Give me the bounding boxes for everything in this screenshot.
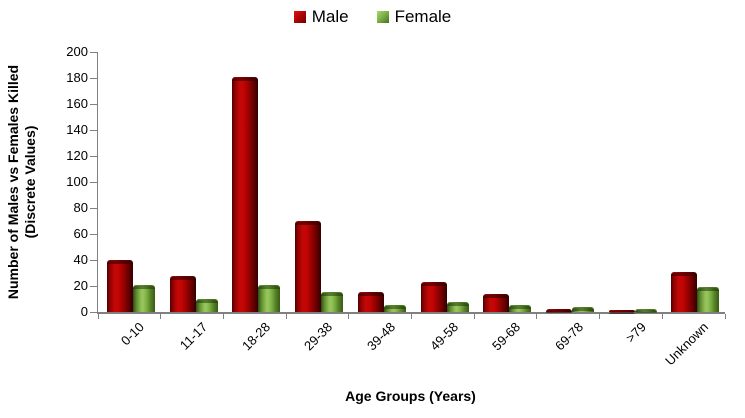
bar-top-cap xyxy=(195,299,218,303)
x-category-label: 18-28 xyxy=(238,319,273,354)
bar-female-11-17 xyxy=(195,299,218,312)
y-tick-mark xyxy=(90,129,98,131)
y-tick-mark xyxy=(90,181,98,183)
x-category-label: 39-48 xyxy=(363,319,399,354)
bar-top-cap xyxy=(545,309,572,313)
y-axis-title-line1: Number of Males vs Females Killed xyxy=(5,64,21,300)
legend-item-male: Male xyxy=(293,7,349,26)
bar-top-cap xyxy=(420,282,447,286)
bar-female-49-58 xyxy=(446,302,469,312)
y-axis-title: Number of Males vs Females Killed (Discr… xyxy=(5,65,39,299)
y-tick-mark xyxy=(90,103,98,105)
y-tick-label: 0 xyxy=(80,304,88,319)
bar-female-39-48 xyxy=(383,305,406,312)
x-tick-mark xyxy=(411,314,412,319)
bar-top-cap xyxy=(295,221,322,225)
bar-male-29-38 xyxy=(295,221,322,312)
bar-female-18-28 xyxy=(258,285,281,312)
bar-top-cap xyxy=(133,285,155,289)
chart-legend: Male Female xyxy=(0,8,745,26)
bar-top-cap xyxy=(483,294,510,298)
bar-top-cap xyxy=(608,310,635,314)
x-tick-mark xyxy=(160,314,162,319)
y-tick-label: 160 xyxy=(66,96,88,111)
bar-top-cap xyxy=(446,302,469,306)
bar-top-cap xyxy=(697,287,720,291)
bar-top-cap xyxy=(671,272,698,276)
x-axis-title: Age Groups (Years) xyxy=(345,388,476,404)
x-tick-mark xyxy=(661,314,663,319)
legend-label-female: Female xyxy=(394,7,452,26)
y-tick-mark xyxy=(90,77,98,79)
bar-male-49-58 xyxy=(420,282,447,312)
y-tick-mark xyxy=(90,285,98,287)
x-category-label: 49-58 xyxy=(426,319,461,354)
bar-top-cap xyxy=(383,305,406,309)
bar-male--79 xyxy=(608,310,635,314)
x-category-label: Unknown xyxy=(662,319,712,369)
y-tick-mark xyxy=(90,51,98,53)
x-category-label: 69-78 xyxy=(552,319,587,354)
bar-female-69-78 xyxy=(571,307,594,312)
bar-male-39-48 xyxy=(357,292,384,312)
x-category-label: 29-38 xyxy=(301,319,336,354)
x-tick-mark xyxy=(285,314,287,319)
bar-top-cap xyxy=(634,309,657,313)
x-category-label: >79 xyxy=(622,319,649,346)
y-tick-mark xyxy=(90,233,98,235)
y-tick-mark xyxy=(90,259,98,261)
y-tick-label: 40 xyxy=(73,252,88,267)
bar-male-18-28 xyxy=(232,77,259,312)
x-tick-mark xyxy=(97,314,99,319)
y-tick-mark xyxy=(90,155,98,157)
bar-top-cap xyxy=(107,260,133,264)
legend-swatch-male-icon xyxy=(293,11,306,23)
x-tick-mark xyxy=(536,314,538,319)
bar-top-cap xyxy=(321,292,344,296)
y-tick-label: 100 xyxy=(66,174,88,189)
bar-top-cap xyxy=(509,305,532,309)
bar-top-cap xyxy=(169,276,196,280)
x-category-label: 11-17 xyxy=(176,319,210,353)
x-tick-mark xyxy=(599,314,601,319)
bar-top-cap xyxy=(571,307,594,311)
bar-male-unknown xyxy=(671,272,698,312)
y-tick-mark xyxy=(90,207,98,209)
x-tick-mark xyxy=(724,314,726,319)
bar-male-69-78 xyxy=(545,309,572,313)
y-axis-title-line2: (Discrete Values) xyxy=(22,125,38,239)
bar-male-11-17 xyxy=(169,276,196,312)
bar-top-cap xyxy=(258,285,281,289)
bar-top-cap xyxy=(357,292,384,296)
x-tick-mark xyxy=(348,314,350,319)
bar-female-29-38 xyxy=(321,292,344,312)
y-tick-mark xyxy=(90,311,98,313)
y-tick-label: 80 xyxy=(73,200,88,215)
y-tick-label: 180 xyxy=(66,70,88,85)
y-tick-label: 140 xyxy=(66,122,88,137)
bar-top-cap xyxy=(232,77,259,81)
bar-female--79 xyxy=(634,309,657,313)
y-tick-label: 60 xyxy=(73,226,88,241)
bar-male-0-10 xyxy=(107,260,133,312)
x-tick-mark xyxy=(473,314,475,319)
legend-item-female: Female xyxy=(376,7,452,26)
x-category-label: 59-68 xyxy=(489,319,524,354)
x-tick-mark xyxy=(222,314,224,319)
bar-female-0-10 xyxy=(133,285,155,312)
x-category-label: 0-10 xyxy=(118,319,148,349)
bar-female-59-68 xyxy=(509,305,532,312)
plot-area: 0 20 40 60 80 100 120 140 160 180 200 xyxy=(66,44,726,319)
y-tick-label: 20 xyxy=(73,278,88,293)
bar-male-59-68 xyxy=(483,294,510,312)
bar-female-unknown xyxy=(697,287,720,312)
legend-swatch-female-icon xyxy=(376,11,389,23)
y-tick-label: 200 xyxy=(66,44,88,59)
legend-label-male: Male xyxy=(311,7,349,26)
y-tick-label: 120 xyxy=(66,148,88,163)
